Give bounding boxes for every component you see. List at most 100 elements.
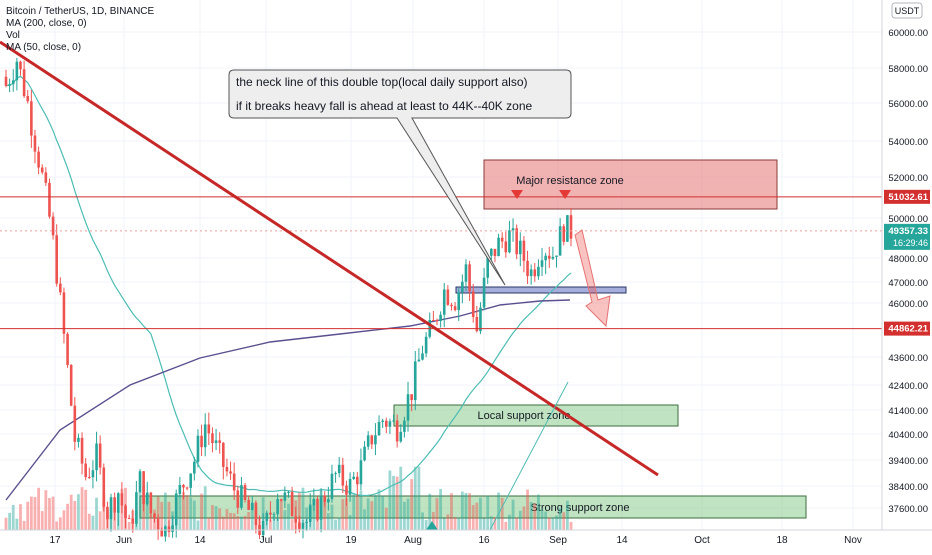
candle-body xyxy=(193,461,196,474)
volume-bar xyxy=(29,496,33,530)
volume-bar xyxy=(11,504,15,530)
candle-body xyxy=(44,172,48,183)
candle-body xyxy=(547,255,551,259)
volume-bar xyxy=(540,509,544,530)
volume-bar xyxy=(22,520,26,530)
candle-body xyxy=(569,215,573,239)
candle-body xyxy=(312,498,316,506)
volume-bar xyxy=(102,493,106,530)
volume-bar xyxy=(178,494,182,530)
candle-body xyxy=(106,506,109,520)
volume-bar xyxy=(91,515,95,530)
x-tick-label: 18 xyxy=(776,535,788,546)
volume-bar xyxy=(515,517,519,530)
candle-body xyxy=(395,420,399,442)
volume-bar xyxy=(359,490,363,530)
candle-body xyxy=(526,260,529,277)
candle-body xyxy=(174,493,178,526)
volume-bar xyxy=(305,507,309,530)
volume-bar xyxy=(442,518,446,530)
candle-body xyxy=(558,226,562,256)
candle-body xyxy=(138,471,142,493)
volume-bar xyxy=(98,511,102,530)
volume-bar xyxy=(529,502,533,530)
candle-body xyxy=(91,470,95,478)
indicator-ma200-label[interactable]: MA (200, close, 0) xyxy=(6,18,87,29)
volume-bar xyxy=(475,502,479,530)
candle-body xyxy=(269,512,272,515)
y-tick-label: 41400.00 xyxy=(888,406,928,417)
volume-bar xyxy=(250,504,254,530)
volume-bar xyxy=(192,500,196,530)
candle-body xyxy=(153,513,156,518)
volume-bar xyxy=(268,519,272,530)
volume-bar xyxy=(537,494,540,530)
volume-bar xyxy=(189,497,193,530)
x-tick-label: Sep xyxy=(549,535,567,546)
time-marker xyxy=(426,521,438,530)
indicator-vol-label[interactable]: Vol xyxy=(6,30,20,41)
candle-body xyxy=(566,215,569,242)
candle-body xyxy=(370,435,374,445)
y-tick-label: 47000.00 xyxy=(888,278,928,289)
candle-body xyxy=(403,420,406,432)
candle-body xyxy=(319,495,323,520)
volume-bar xyxy=(410,479,414,530)
candle-body xyxy=(113,497,116,513)
candle-body xyxy=(551,256,555,259)
volume-bar xyxy=(337,517,341,530)
volume-bar xyxy=(40,511,44,530)
price-badge-2 xyxy=(884,223,930,250)
indicator-ma50-label[interactable]: MA (50, close, 0) xyxy=(6,42,82,53)
candle-body xyxy=(301,522,305,529)
support-projection-line xyxy=(489,381,569,531)
candle-body xyxy=(486,255,489,278)
volume-bar xyxy=(352,493,356,530)
volume-bar xyxy=(66,503,69,530)
candle-body xyxy=(145,492,149,505)
candle-body xyxy=(374,435,377,445)
candle-body xyxy=(62,292,66,334)
candle-body xyxy=(69,365,73,406)
volume-bar xyxy=(15,518,19,530)
volume-bar xyxy=(203,486,207,530)
volume-bar xyxy=(290,519,294,530)
volume-bar xyxy=(62,510,66,530)
candle-body xyxy=(413,361,417,401)
top-marker-2 xyxy=(559,190,571,199)
symbol-title: Bitcoin / TetherUS, 1D, BINANCE xyxy=(6,6,155,17)
volume-bar xyxy=(225,509,229,530)
grid xyxy=(0,0,882,530)
candle-body xyxy=(464,264,468,282)
volume-bar xyxy=(218,508,222,530)
y-tick-label: 58000.00 xyxy=(888,64,928,75)
volume-bar xyxy=(214,506,218,530)
candle-body xyxy=(59,283,62,293)
volume-bar xyxy=(4,517,8,530)
candle-body xyxy=(515,228,518,255)
candle-body xyxy=(88,477,91,479)
volume-bar xyxy=(323,502,327,530)
candle-body xyxy=(388,421,392,427)
candle-body xyxy=(359,460,363,485)
volume-bar xyxy=(374,494,377,530)
candle-body xyxy=(377,421,381,436)
candle-body xyxy=(164,526,167,537)
candle-body xyxy=(435,320,439,322)
candle-body xyxy=(196,435,200,462)
volume-bar xyxy=(504,521,508,530)
y-tick-label: 50000.00 xyxy=(888,214,928,225)
candle-body xyxy=(540,260,544,267)
volume-bar xyxy=(565,500,569,530)
horizontal-lines xyxy=(0,196,882,330)
volume-bar xyxy=(460,491,464,530)
candle-body xyxy=(80,437,84,464)
volume-bar xyxy=(493,517,497,530)
volume-bar xyxy=(551,517,555,530)
volume-bar xyxy=(240,516,243,530)
neckline-box xyxy=(455,286,627,294)
volume-bar xyxy=(37,487,40,530)
volume-bar xyxy=(388,470,392,530)
candle-body xyxy=(243,485,247,500)
